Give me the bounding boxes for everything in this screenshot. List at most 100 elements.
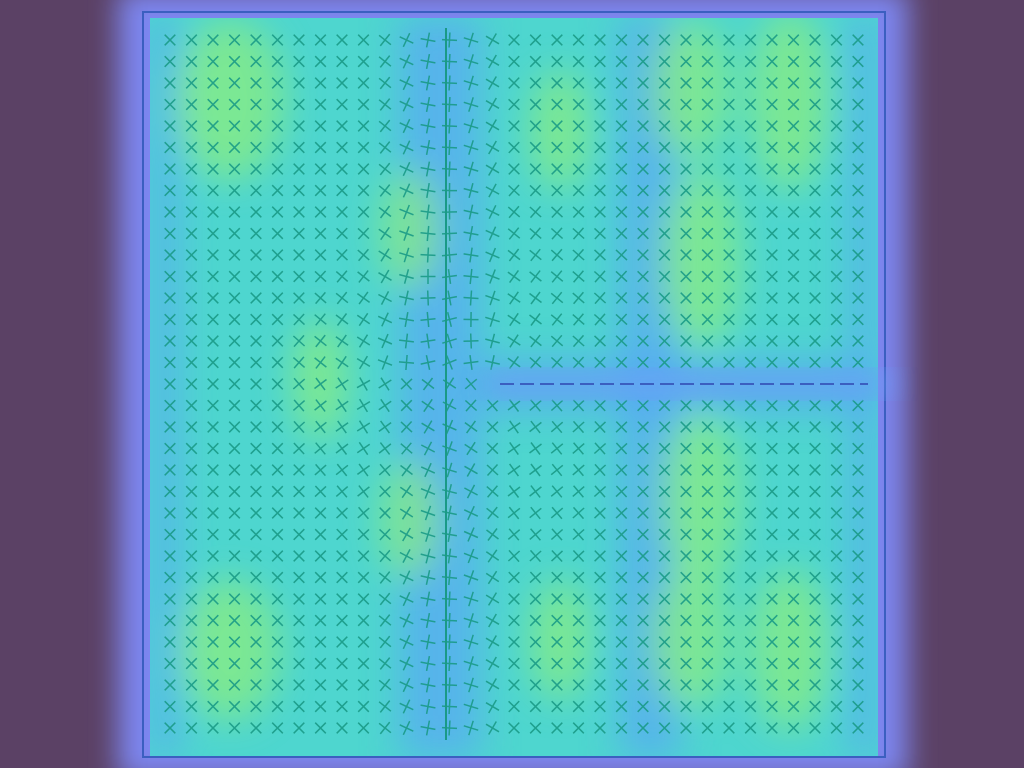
stress-glyph [723, 141, 735, 154]
stress-glyph [637, 528, 649, 541]
stress-glyph [766, 292, 778, 304]
stress-glyph [594, 34, 606, 46]
stress-glyph [378, 721, 392, 735]
stress-glyph [507, 312, 521, 327]
stress-glyph [399, 54, 414, 69]
stress-glyph [852, 184, 864, 197]
stress-glyph [658, 141, 671, 154]
stress-glyph [314, 270, 327, 283]
stress-glyph [637, 163, 649, 175]
stress-glyph [441, 655, 458, 672]
stress-glyph [378, 549, 392, 563]
stress-glyph [787, 722, 800, 734]
stress-glyph [680, 120, 692, 132]
stress-glyph [766, 700, 778, 713]
stress-glyph [485, 549, 500, 563]
stress-glyph [680, 249, 692, 261]
high-patch-7 [380, 460, 440, 580]
stress-glyph [680, 636, 692, 648]
stress-glyph [508, 55, 520, 68]
stress-glyph [378, 592, 392, 606]
stress-glyph [658, 421, 671, 433]
stress-glyph [378, 463, 392, 477]
stress-glyph [529, 227, 542, 240]
stress-glyph [766, 399, 778, 412]
stress-glyph [723, 485, 735, 498]
stress-glyph [615, 421, 628, 433]
stress-glyph [314, 420, 327, 434]
stress-glyph [293, 636, 305, 648]
stress-glyph [766, 249, 778, 261]
stress-glyph [723, 528, 735, 541]
stress-glyph [809, 636, 821, 648]
stress-glyph [185, 335, 198, 347]
stress-glyph [485, 592, 500, 606]
stress-glyph [185, 227, 198, 240]
stress-glyph [335, 398, 349, 413]
stress-glyph [271, 55, 284, 68]
stress-glyph [207, 120, 219, 132]
stress-glyph [680, 550, 692, 562]
stress-glyph [356, 291, 371, 305]
stress-glyph [658, 34, 671, 46]
stress-glyph [701, 421, 714, 433]
stress-glyph [809, 335, 821, 347]
stress-glyph [594, 399, 606, 412]
stress-glyph [852, 120, 864, 132]
stress-glyph [164, 442, 176, 455]
stress-glyph [593, 506, 607, 520]
stress-glyph [680, 141, 692, 154]
stress-glyph [421, 398, 435, 413]
stress-glyph [787, 120, 800, 132]
stress-glyph [787, 227, 800, 240]
stress-glyph [637, 679, 649, 691]
stress-glyph [164, 55, 176, 68]
stress-glyph [615, 313, 628, 326]
stress-glyph [723, 98, 735, 111]
stress-glyph [787, 356, 800, 369]
stress-glyph [787, 184, 800, 197]
stress-glyph [292, 399, 306, 412]
stress-glyph [852, 399, 864, 412]
stress-glyph [594, 356, 606, 369]
stress-glyph [615, 141, 628, 154]
stress-glyph [723, 184, 735, 197]
stress-glyph [744, 335, 757, 347]
stress-glyph [744, 292, 757, 304]
stress-glyph [250, 34, 262, 46]
stress-glyph [271, 636, 284, 648]
stress-glyph [356, 441, 371, 456]
stress-glyph [335, 334, 349, 348]
stress-glyph [809, 98, 821, 111]
stress-glyph [293, 184, 305, 197]
stress-glyph [486, 528, 499, 541]
stress-glyph [420, 118, 436, 134]
stress-glyph [335, 248, 349, 262]
stress-glyph [615, 184, 628, 197]
stress-glyph [830, 77, 843, 89]
stress-glyph [185, 722, 198, 734]
stress-glyph [463, 333, 479, 349]
stress-glyph [658, 593, 671, 605]
stress-glyph [529, 636, 542, 648]
stress-glyph [250, 77, 262, 89]
stress-glyph [420, 32, 436, 48]
stress-glyph [250, 335, 262, 347]
stress-glyph [250, 249, 262, 261]
stress-glyph [852, 313, 864, 326]
stress-glyph [572, 399, 585, 412]
stress-glyph [420, 96, 436, 113]
stress-glyph [357, 184, 370, 197]
stress-glyph [637, 292, 649, 304]
stress-glyph [787, 464, 800, 476]
stress-glyph [766, 507, 778, 519]
stress-glyph [744, 34, 757, 46]
stress-glyph [185, 292, 198, 304]
stress-glyph [293, 141, 305, 154]
stress-glyph [378, 291, 392, 305]
stress-glyph [830, 464, 843, 476]
stress-glyph [572, 205, 585, 219]
stress-glyph [701, 722, 714, 734]
stress-glyph [442, 462, 457, 478]
stress-glyph [486, 442, 499, 455]
